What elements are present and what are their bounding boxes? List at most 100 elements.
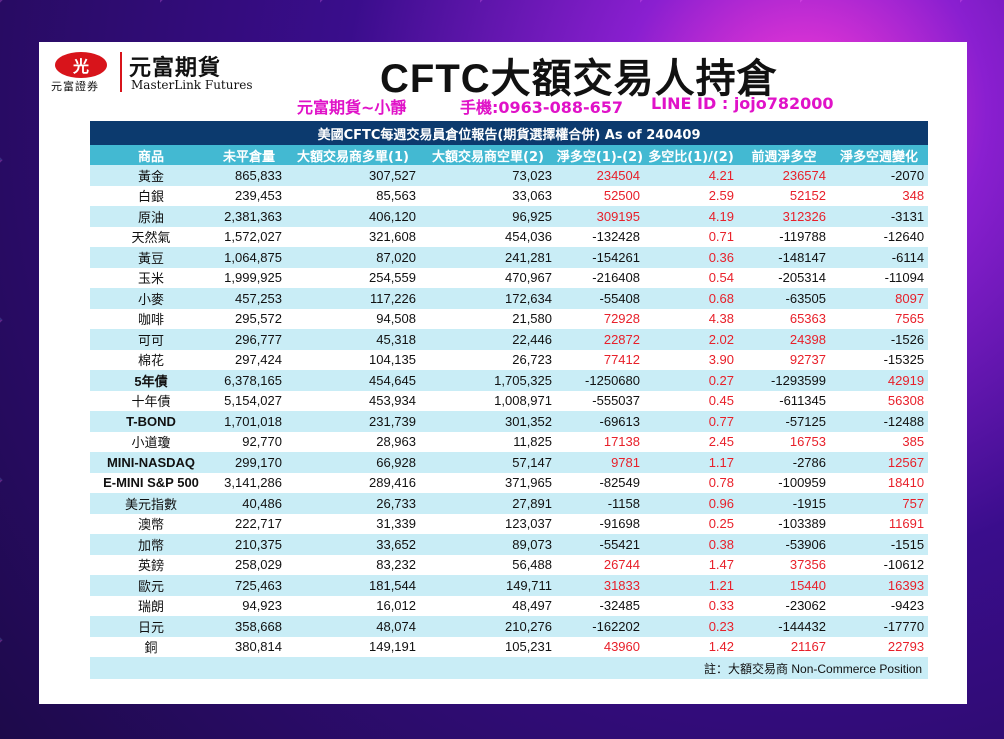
cell-prev: -205314 [738,267,830,288]
cell-ratio: 2.59 [644,185,738,206]
cell-name: E-MINI S&P 500 [90,472,212,493]
cell-chg: 56308 [830,390,929,411]
cell-long: 321,608 [286,226,420,247]
cell-ratio: 4.19 [644,206,738,227]
cell-name: 黃豆 [90,247,212,268]
cell-ratio: 2.02 [644,329,738,350]
cell-short: 149,711 [420,575,556,596]
cell-prev: 236574 [738,165,830,186]
cell-chg: -15325 [830,349,929,370]
cell-net: -1158 [556,493,644,514]
cell-net: -82549 [556,472,644,493]
cell-chg: -9423 [830,595,929,616]
cell-long: 406,120 [286,206,420,227]
cell-long: 85,563 [286,185,420,206]
cell-net: -154261 [556,247,644,268]
cell-ratio: 1.21 [644,575,738,596]
table-title: 美國CFTC每週交易員倉位報告(期貨選擇權合併) As of 240409 [90,121,929,145]
cell-chg: 348 [830,185,929,206]
company-name: 元富期貨 [129,56,222,81]
cell-long: 87,020 [286,247,420,268]
cell-prev: -148147 [738,247,830,268]
cell-chg: -1526 [830,329,929,350]
cell-ratio: 1.47 [644,554,738,575]
cell-ratio: 1.42 [644,636,738,657]
cell-short: 89,073 [420,534,556,555]
cell-prev: -23062 [738,595,830,616]
cell-chg: 8097 [830,288,929,309]
cell-long: 149,191 [286,636,420,657]
column-header: 多空比(1)/(2) [644,145,738,165]
cell-chg: -10612 [830,554,929,575]
cell-long: 453,934 [286,390,420,411]
cell-chg: -17770 [830,616,929,637]
cell-net: 26744 [556,554,644,575]
cell-oi: 2,381,363 [212,206,286,227]
table-row: 美元指數 40,486 26,733 27,891 -1158 0.96 -1915 757 [90,493,929,514]
cell-chg: 22793 [830,636,929,657]
cell-prev: -57125 [738,411,830,432]
cell-oi: 299,170 [212,452,286,473]
cell-chg: 757 [830,493,929,514]
cell-net: -1250680 [556,370,644,391]
cell-ratio: 0.25 [644,513,738,534]
cell-oi: 1,999,925 [212,267,286,288]
cell-prev: -103389 [738,513,830,534]
cell-oi: 865,833 [212,165,286,186]
cell-name: 棉花 [90,349,212,370]
table-row: 英鎊 258,029 83,232 56,488 26744 1.47 37356 -1061… [90,554,929,575]
cell-short: 301,352 [420,411,556,432]
cell-prev: 312326 [738,206,830,227]
cell-ratio: 0.71 [644,226,738,247]
cell-chg: 12567 [830,452,929,473]
report-card: 光 元富證券 元富期貨 MasterLink Futures CFTC大額交易人… [39,42,967,704]
cell-oi: 297,424 [212,349,286,370]
cell-net: -69613 [556,411,644,432]
column-header: 前週淨多空 [738,145,830,165]
cell-name: 玉米 [90,267,212,288]
cell-long: 28,963 [286,431,420,452]
table-row: 黃金 865,833 307,527 73,023 234504 4.21 236574 -2… [90,165,929,186]
cell-chg: 11691 [830,513,929,534]
table-row: 小道瓊 92,770 28,963 11,825 17138 2.45 16753 385 [90,431,929,452]
table-row: 咖啡 295,572 94,508 21,580 72928 4.38 65363 7565 [90,308,929,329]
table-row: MINI-NASDAQ 299,170 66,928 57,147 9781 1.17 -2… [90,452,929,473]
cell-long: 83,232 [286,554,420,575]
cell-net: 234504 [556,165,644,186]
column-header: 淨多空(1)-(2) [556,145,644,165]
cell-oi: 1,701,018 [212,411,286,432]
cell-short: 33,063 [420,185,556,206]
cell-name: 瑞朗 [90,595,212,616]
contact-name: 元富期貨~小靜 [297,98,407,117]
cell-prev: -119788 [738,226,830,247]
cell-name: 白銀 [90,185,212,206]
cell-name: MINI-NASDAQ [90,452,212,473]
cell-net: 72928 [556,308,644,329]
cell-ratio: 2.45 [644,431,738,452]
cell-short: 22,446 [420,329,556,350]
cell-net: -55421 [556,534,644,555]
table-row: 銅 380,814 149,191 105,231 43960 1.42 21167 2279… [90,636,929,657]
cell-short: 241,281 [420,247,556,268]
cell-name: 美元指數 [90,493,212,514]
cell-short: 172,634 [420,288,556,309]
cell-prev: -611345 [738,390,830,411]
cell-short: 96,925 [420,206,556,227]
cell-chg: 18410 [830,472,929,493]
cell-ratio: 0.77 [644,411,738,432]
cell-short: 454,036 [420,226,556,247]
cell-short: 1,705,325 [420,370,556,391]
cell-net: 52500 [556,185,644,206]
cell-oi: 239,453 [212,185,286,206]
cell-oi: 5,154,027 [212,390,286,411]
cell-oi: 725,463 [212,575,286,596]
cell-oi: 3,141,286 [212,472,286,493]
cell-prev: -1293599 [738,370,830,391]
cell-oi: 210,375 [212,534,286,555]
cell-net: 9781 [556,452,644,473]
cell-net: 43960 [556,636,644,657]
table-row: 黃豆 1,064,875 87,020 241,281 -154261 0.36 -1481… [90,247,929,268]
cell-net: 309195 [556,206,644,227]
cell-long: 117,226 [286,288,420,309]
cell-chg: 42919 [830,370,929,391]
